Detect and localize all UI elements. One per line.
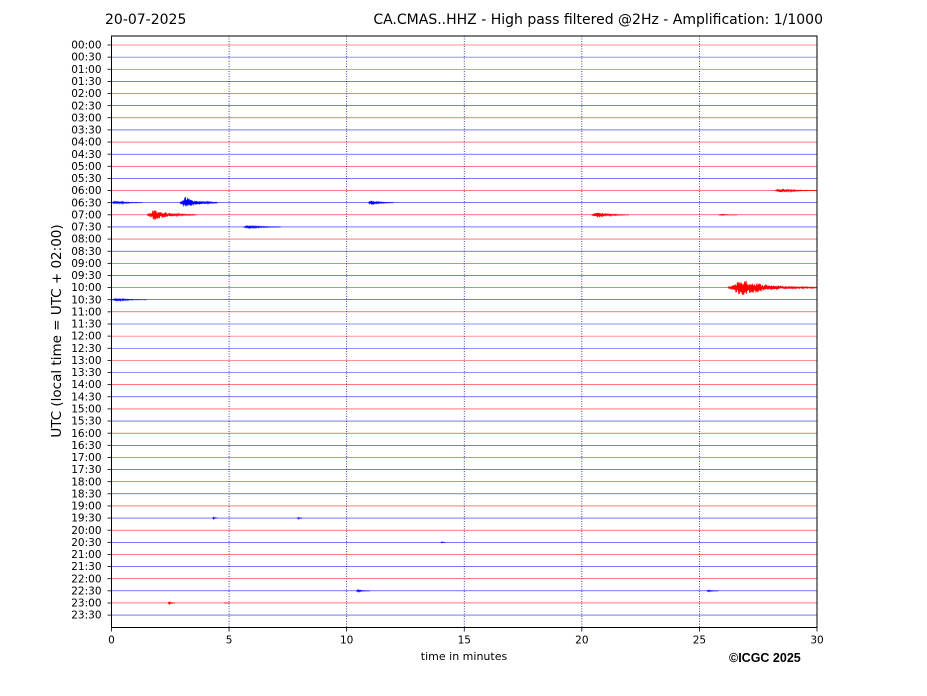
seismic-event-trace bbox=[718, 213, 738, 216]
row-time-label: 06:00 bbox=[71, 185, 101, 197]
seismic-event-trace bbox=[367, 200, 394, 206]
row-time-label: 06:30 bbox=[71, 197, 101, 209]
row-time-label: 23:00 bbox=[71, 598, 101, 610]
row-time-label: 04:30 bbox=[71, 149, 101, 161]
row-time-label: 18:30 bbox=[71, 488, 101, 500]
seismic-event-trace bbox=[727, 280, 818, 296]
seismic-event-trace bbox=[111, 297, 147, 303]
row-time-label: 14:30 bbox=[71, 391, 101, 403]
seismic-event-trace bbox=[774, 188, 818, 194]
seismic-event-trace bbox=[440, 541, 446, 544]
row-time-label: 08:30 bbox=[71, 246, 101, 258]
row-time-label: 11:30 bbox=[71, 319, 101, 331]
x-tick-label: 0 bbox=[108, 635, 115, 647]
row-time-label: 03:00 bbox=[71, 112, 101, 124]
copyright-notice: ©ICGC 2025 bbox=[729, 651, 801, 665]
row-time-label: 17:00 bbox=[71, 452, 101, 464]
row-time-label: 16:00 bbox=[71, 428, 101, 440]
row-time-label: 01:00 bbox=[71, 64, 101, 76]
row-time-label: 20:30 bbox=[71, 537, 101, 549]
row-time-label: 23:30 bbox=[71, 610, 101, 622]
row-time-label: 00:30 bbox=[71, 52, 101, 64]
row-time-label: 20:00 bbox=[71, 525, 101, 537]
row-time-label: 18:00 bbox=[71, 476, 101, 488]
row-time-label: 00:00 bbox=[71, 40, 101, 52]
date-label: 20-07-2025 bbox=[105, 12, 187, 28]
row-time-label: 02:30 bbox=[71, 100, 101, 112]
row-time-label: 21:00 bbox=[71, 549, 101, 561]
row-time-label: 11:00 bbox=[71, 306, 101, 318]
seismic-event-trace bbox=[111, 200, 143, 205]
row-time-label: 21:30 bbox=[71, 561, 101, 573]
row-time-label: 13:30 bbox=[71, 367, 101, 379]
row-time-label: 04:00 bbox=[71, 137, 101, 149]
x-tick-label: 5 bbox=[226, 635, 233, 647]
x-axis-label: time in minutes bbox=[420, 650, 508, 663]
row-time-label: 10:00 bbox=[71, 282, 101, 294]
seismic-event-trace bbox=[224, 602, 230, 604]
row-time-label: 13:00 bbox=[71, 355, 101, 367]
row-time-label: 08:00 bbox=[71, 234, 101, 246]
row-time-label: 17:30 bbox=[71, 464, 101, 476]
row-time-label: 16:30 bbox=[71, 440, 101, 452]
row-time-label: 05:00 bbox=[71, 161, 101, 173]
seismic-event-trace bbox=[167, 601, 176, 606]
row-time-label: 12:30 bbox=[71, 343, 101, 355]
seismic-event-trace bbox=[179, 196, 218, 207]
seismic-event-trace bbox=[355, 588, 371, 594]
x-tick-label: 10 bbox=[340, 635, 353, 647]
seismic-event-trace bbox=[243, 224, 281, 230]
row-time-label: 01:30 bbox=[71, 76, 101, 88]
x-tick-label: 20 bbox=[575, 635, 588, 647]
seismic-event-trace bbox=[591, 212, 630, 218]
chart-title: CA.CMAS..HHZ - High pass filtered @2Hz -… bbox=[373, 12, 823, 28]
seismic-event-trace bbox=[146, 210, 197, 221]
row-time-label: 07:00 bbox=[71, 209, 101, 221]
row-time-label: 22:30 bbox=[71, 585, 101, 597]
row-time-label: 19:00 bbox=[71, 501, 101, 513]
row-time-label: 12:00 bbox=[71, 331, 101, 343]
row-time-label: 02:00 bbox=[71, 88, 101, 100]
seismic-event-trace bbox=[706, 589, 719, 593]
x-tick-label: 15 bbox=[458, 635, 471, 647]
row-time-label: 09:30 bbox=[71, 270, 101, 282]
row-time-label: 22:00 bbox=[71, 573, 101, 585]
seismic-event-trace bbox=[297, 516, 303, 521]
row-time-label: 09:00 bbox=[71, 258, 101, 270]
row-time-label: 05:30 bbox=[71, 173, 101, 185]
row-time-label: 14:00 bbox=[71, 379, 101, 391]
seismic-event-trace bbox=[212, 516, 218, 521]
row-time-label: 15:00 bbox=[71, 404, 101, 416]
row-time-label: 19:30 bbox=[71, 513, 101, 525]
row-time-label: 03:30 bbox=[71, 125, 101, 137]
row-time-label: 07:30 bbox=[71, 222, 101, 234]
x-tick-label: 25 bbox=[693, 635, 706, 647]
row-time-label: 15:30 bbox=[71, 416, 101, 428]
row-time-label: 10:30 bbox=[71, 294, 101, 306]
x-tick-label: 30 bbox=[810, 635, 823, 647]
